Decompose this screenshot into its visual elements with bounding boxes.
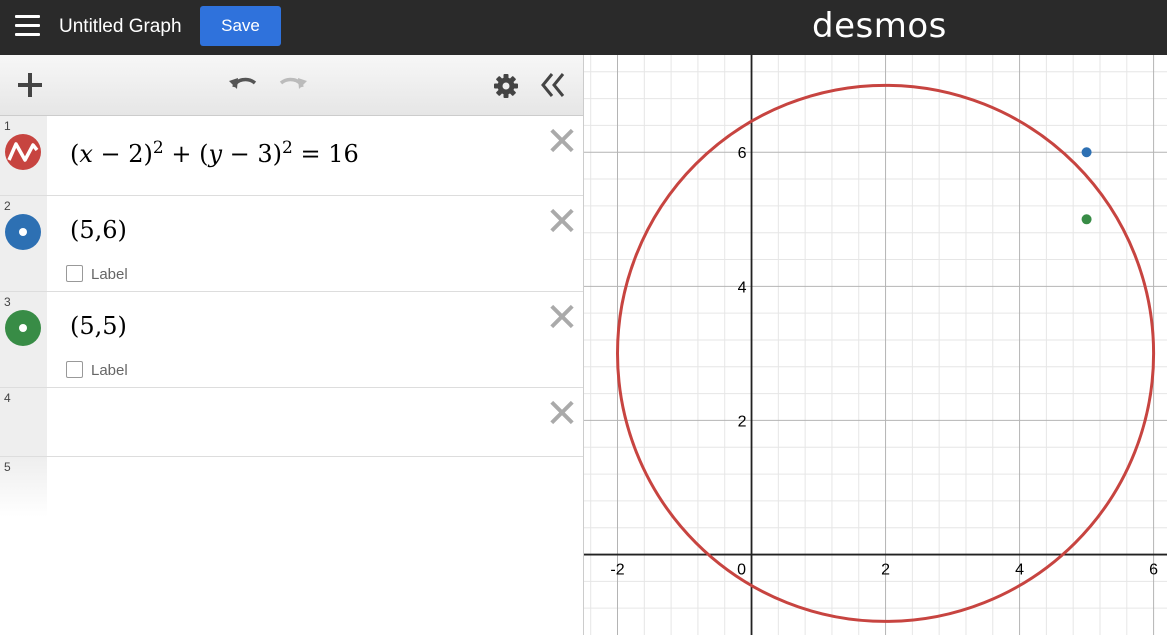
x-tick-label: 6 bbox=[1149, 562, 1158, 579]
top-bar: Untitled Graph Save desmos bbox=[0, 0, 1167, 55]
delete-expression-icon[interactable] bbox=[549, 208, 574, 233]
x-tick-label: 2 bbox=[881, 562, 890, 579]
desmos-logo: desmos bbox=[812, 6, 947, 46]
axes bbox=[584, 55, 1167, 635]
expression-row-3[interactable]: 3 (5,5) Label bbox=[0, 292, 583, 388]
graph-point[interactable] bbox=[1081, 147, 1092, 158]
graph-points[interactable] bbox=[1081, 147, 1092, 225]
minor-gridlines bbox=[584, 55, 1167, 635]
y-tick-label: 6 bbox=[738, 145, 747, 162]
expression-number: 1 bbox=[4, 119, 11, 133]
x-tick-label: 0 bbox=[737, 562, 746, 579]
label-toggle[interactable]: Label bbox=[66, 361, 128, 379]
expression-number: 4 bbox=[4, 391, 11, 405]
expression-row-5[interactable]: 5 bbox=[0, 457, 583, 517]
y-tick-labels: 2 4 6 bbox=[738, 145, 747, 430]
label-checkbox[interactable] bbox=[66, 265, 83, 282]
expression-panel: 1 (x − 2)2 + (y − 3)2 = 16 2 (5,6) Label… bbox=[0, 55, 584, 635]
expression-number: 5 bbox=[4, 460, 11, 474]
label-toggle[interactable]: Label bbox=[66, 265, 128, 283]
y-tick-label: 4 bbox=[738, 279, 747, 296]
graph-canvas[interactable]: -2 0 2 4 6 2 4 6 bbox=[584, 55, 1167, 635]
expression-math[interactable]: (5,5) bbox=[70, 312, 127, 340]
expression-number: 2 bbox=[4, 199, 11, 213]
x-tick-labels: -2 0 2 4 6 bbox=[610, 562, 1158, 579]
expression-number: 3 bbox=[4, 295, 11, 309]
delete-expression-icon[interactable] bbox=[549, 400, 574, 425]
undo-icon[interactable] bbox=[228, 73, 258, 95]
delete-expression-icon[interactable] bbox=[549, 304, 574, 329]
label-text: Label bbox=[91, 266, 128, 283]
collapse-panel-icon[interactable] bbox=[540, 71, 566, 99]
expression-gutter: 1 bbox=[0, 116, 47, 195]
redo-icon[interactable] bbox=[278, 73, 308, 95]
graph-point[interactable] bbox=[1081, 214, 1092, 225]
delete-expression-icon[interactable] bbox=[549, 128, 574, 153]
x-tick-label: 4 bbox=[1015, 562, 1024, 579]
expression-gutter: 2 bbox=[0, 196, 47, 291]
expression-math[interactable]: (5,6) bbox=[70, 216, 127, 244]
save-button[interactable]: Save bbox=[200, 6, 281, 46]
expression-math[interactable]: (x − 2)2 + (y − 3)2 = 16 bbox=[70, 138, 359, 168]
hamburger-menu-icon[interactable] bbox=[15, 15, 40, 37]
curve-color-icon[interactable] bbox=[5, 134, 41, 170]
expression-row-1[interactable]: 1 (x − 2)2 + (y − 3)2 = 16 bbox=[0, 116, 583, 196]
gear-icon[interactable] bbox=[493, 73, 519, 99]
x-tick-label: -2 bbox=[610, 562, 624, 579]
point-color-icon[interactable] bbox=[5, 214, 41, 250]
expression-gutter: 5 bbox=[0, 457, 47, 517]
graph-title[interactable]: Untitled Graph bbox=[59, 16, 182, 37]
add-icon[interactable] bbox=[18, 73, 42, 97]
point-color-icon[interactable] bbox=[5, 310, 41, 346]
expression-gutter: 3 bbox=[0, 292, 47, 387]
label-text: Label bbox=[91, 362, 128, 379]
expression-row-4[interactable]: 4 bbox=[0, 388, 583, 457]
y-tick-label: 2 bbox=[738, 413, 747, 430]
expression-gutter: 4 bbox=[0, 388, 47, 456]
circle-curve[interactable] bbox=[616, 83, 1156, 623]
label-checkbox[interactable] bbox=[66, 361, 83, 378]
expression-row-2[interactable]: 2 (5,6) Label bbox=[0, 196, 583, 292]
expression-toolbar bbox=[0, 55, 583, 116]
